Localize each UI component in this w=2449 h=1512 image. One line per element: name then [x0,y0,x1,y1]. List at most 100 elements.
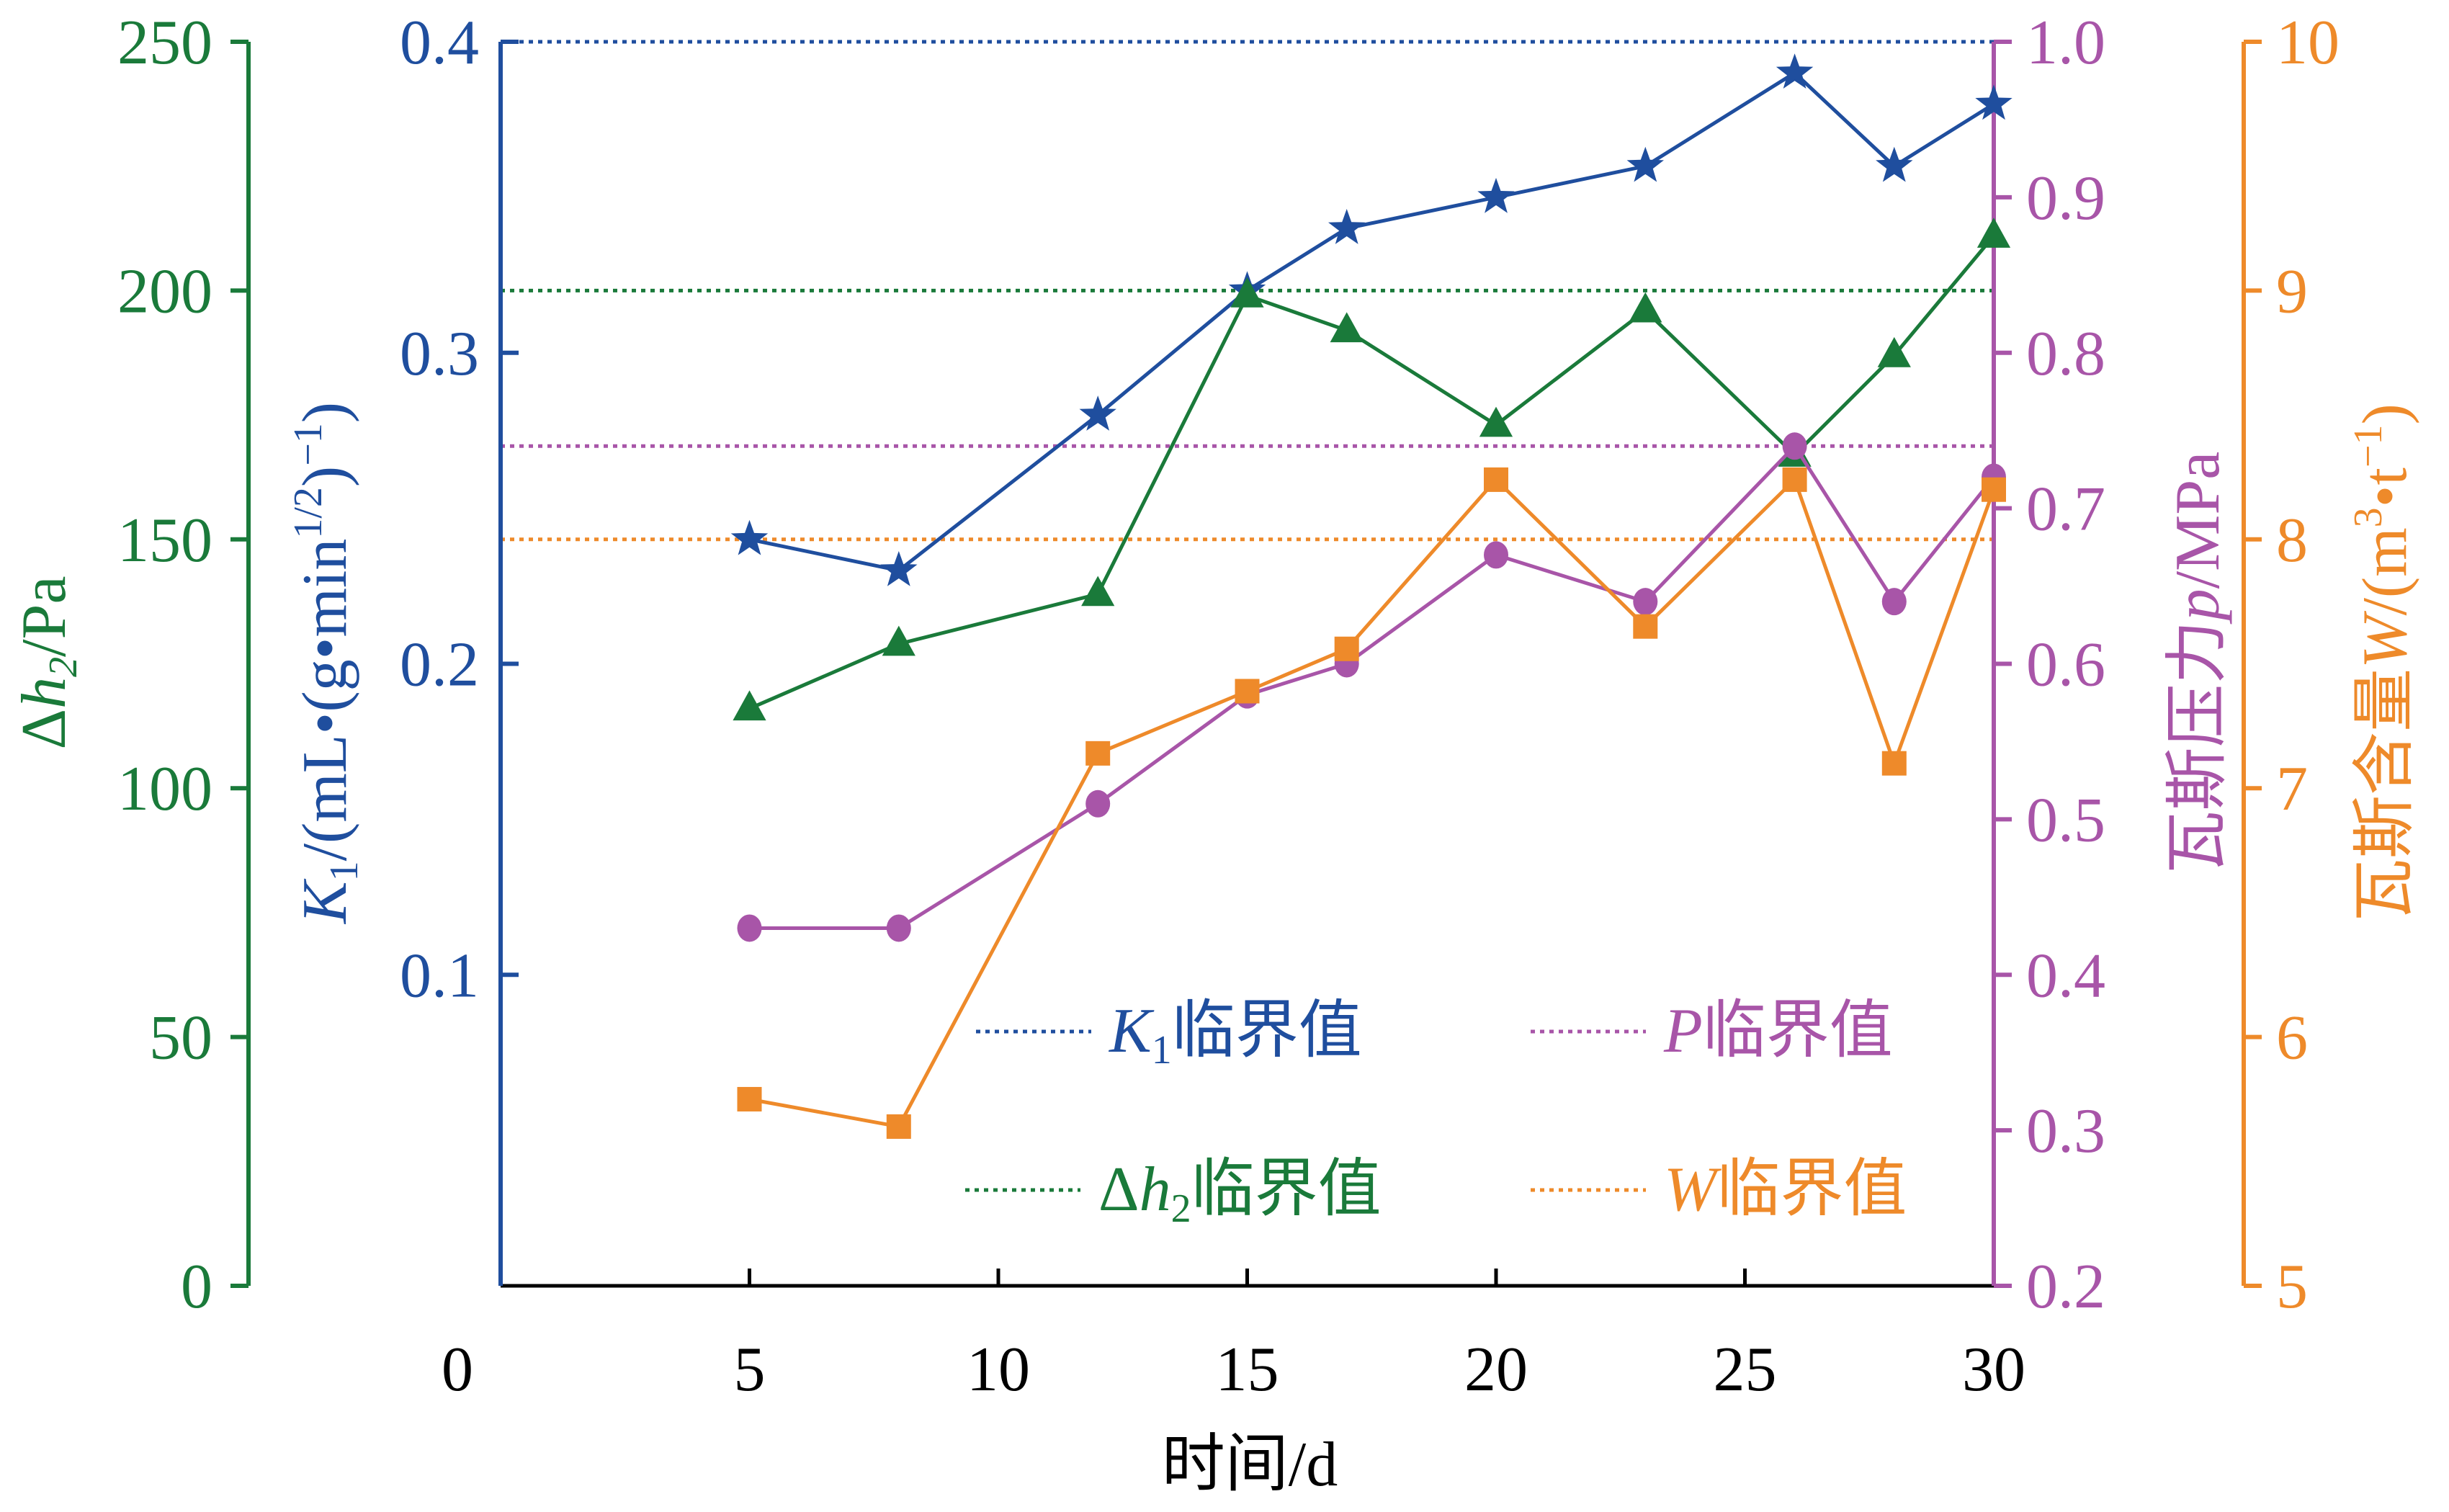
circle-marker [886,914,911,942]
series-group [730,53,2013,1139]
w-label-unit-c: ) [2350,403,2420,424]
k1-axis-label: K1/(mL•(g•min1/2)−1) [286,402,367,925]
x-tick-label: 20 [1464,1335,1528,1405]
legend-text: 临界值 [1191,1155,1382,1225]
legend-item-dh2: Δh2临界值 [965,1155,1382,1231]
triangle-marker [1479,406,1513,437]
k1-tick-label: 0.1 [400,941,479,1011]
square-marker [1334,636,1359,661]
w-label-sup1: 3 [2346,507,2391,527]
series-line-p [749,443,1995,930]
square-marker [1484,467,1508,492]
dh2-tick-label: 50 [149,1003,212,1073]
p-tick-label: 0.7 [2026,475,2105,545]
dh2-label-var: h [9,677,79,709]
legend-item-p: P临界值 [1531,996,1893,1066]
square-marker [1982,477,2006,502]
legend-text: 临界值 [1172,996,1362,1066]
star-marker [1975,84,2013,120]
x-tick-label: 0 [442,1335,473,1405]
legend-text: 临界值 [1716,1155,1907,1225]
square-marker [1881,751,1907,776]
k1-tick-label: 0.2 [400,630,479,700]
triangle-marker [733,690,766,721]
k1-label-sup2: −1 [286,423,331,466]
k1-tick-label: 0.4 [400,8,479,78]
circle-marker [1633,588,1658,616]
star-marker [1477,177,1515,213]
star-marker [1876,146,1913,182]
x-tick-label: 10 [967,1335,1030,1405]
legend-var: K [1108,996,1155,1066]
p-label-var: p [2163,589,2233,625]
legend-label-w: W临界值 [1664,1155,1907,1225]
triangle-marker [882,625,915,656]
legend-var: P [1663,996,1703,1066]
x-tick-label: 30 [1962,1335,2025,1405]
circle-marker [737,914,762,942]
p-tick-label: 0.9 [2026,164,2105,233]
w-tick-label: 6 [2276,1003,2308,1073]
dh2-label-prefix: Δ [9,709,79,750]
triangle-marker [1330,312,1364,343]
k1-label-sup1: 1/2 [286,487,331,539]
dh2-label-sub: 2 [41,657,86,677]
p-label-unit: /MPa [2163,452,2233,589]
p-axis-label: 瓦斯压力p/MPa [2163,452,2233,874]
star-marker [1626,146,1664,182]
w-label-unit-a: /(m [2350,527,2420,615]
series-w [737,467,2006,1139]
triangle-marker [1976,218,2011,248]
series-k1 [730,53,2013,586]
triangle-marker [1629,292,1662,323]
p-tick-label: 0.8 [2026,319,2105,389]
w-tick-label: 9 [2276,256,2308,326]
legend-item-w: W临界值 [1531,1155,1907,1225]
k1-label-unit-b: ) [290,466,360,487]
dh2-tick-label: 250 [117,8,212,78]
x-tick-label: 15 [1216,1335,1279,1405]
triangle-marker [1081,576,1115,607]
k1-label-sub: 1 [322,861,367,881]
circle-marker [1782,432,1807,460]
w-label-text: 瓦斯含量 [2350,668,2420,922]
legend-prefix: Δ [1098,1155,1140,1225]
w-tick-label: 7 [2276,754,2308,824]
x-tick-label: 5 [734,1335,766,1405]
square-marker [886,1114,911,1139]
p-label-text: 瓦斯压力 [2163,620,2233,874]
k1-label-var: K [290,878,360,925]
w-label-var: W [2350,611,2420,668]
series-line-w [749,476,1996,1129]
w-tick-label: 5 [2276,1252,2308,1322]
circle-marker [1085,789,1111,818]
w-tick-label: 10 [2276,8,2340,78]
square-marker [1782,467,1807,492]
square-marker [1633,614,1658,639]
w-label-sup2: −1 [2346,424,2391,468]
p-tick-label: 0.5 [2026,785,2105,855]
legend-var: W [1664,1155,1722,1225]
series-p [737,432,2006,942]
x-tick-label: 25 [1714,1335,1777,1405]
legend-text: 临界值 [1703,996,1893,1066]
k1-label-unit-a: /(mL•(g•min [290,539,360,862]
square-marker [1085,741,1111,766]
legend-label-dh2: Δh2临界值 [1098,1155,1382,1231]
k1-tick-label: 0.3 [400,319,479,389]
star-marker [1328,209,1366,244]
axes: 0 5 10 15 20 25 30时间/d050100150200250Δh2/Pa0.1… [9,8,2420,1500]
dh2-label-suffix: /Pa [9,576,79,656]
w-axis-label: 瓦斯含量W/(m3•t−1) [2346,403,2420,922]
dh2-tick-label: 200 [117,256,212,326]
p-tick-label: 0.4 [2026,941,2105,1011]
dh2-tick-label: 0 [181,1252,212,1322]
dh2-tick-label: 100 [117,754,212,824]
legend-label-k1: K1临界值 [1108,996,1362,1073]
legend-sub: 1 [1152,1028,1172,1073]
series-line-k1 [748,71,1995,573]
circle-marker [1881,588,1907,616]
